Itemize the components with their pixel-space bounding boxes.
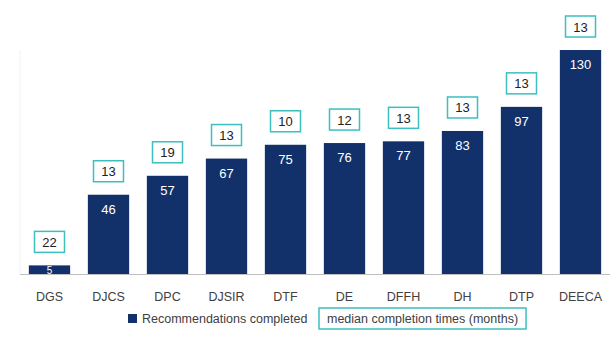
bar [560, 50, 601, 274]
category-label: DTF [273, 290, 298, 304]
median-box [507, 73, 537, 94]
data-label: 83 [455, 138, 469, 153]
legend-label: median completion times (months) [327, 312, 518, 326]
data-label: 97 [514, 114, 528, 129]
data-label: 130 [570, 57, 592, 72]
bar [147, 176, 188, 274]
median-box [566, 16, 596, 37]
bar [442, 131, 483, 274]
category-label: DH [453, 290, 471, 304]
data-label: 76 [337, 150, 351, 165]
chart-svg: 5465767757677839713022131913101213131313… [0, 0, 610, 339]
median-box [448, 97, 478, 118]
category-label: DJCS [92, 290, 125, 304]
median-label: 13 [514, 76, 528, 91]
category-label: DE [336, 290, 353, 304]
data-label: 77 [396, 148, 410, 163]
median-label: 13 [573, 20, 587, 35]
legend-box [319, 308, 526, 329]
median-box [330, 109, 360, 130]
median-box [153, 142, 183, 163]
median-label: 22 [42, 235, 56, 250]
bar [324, 143, 365, 274]
bars [29, 50, 601, 274]
bar [383, 141, 424, 274]
median-label: 13 [396, 111, 410, 126]
median-label: 10 [278, 114, 292, 129]
data-label: 57 [160, 183, 174, 198]
labels: 5465767757677839713022131913101213131313 [35, 16, 596, 276]
median-box [94, 161, 124, 182]
median-box [271, 111, 301, 132]
median-box [35, 231, 65, 252]
median-label: 19 [160, 145, 174, 160]
bar [206, 159, 247, 274]
median-label: 13 [219, 128, 233, 143]
bar [501, 107, 542, 274]
category-label: DTP [509, 290, 534, 304]
median-label: 12 [337, 113, 351, 128]
median-label: 13 [101, 164, 115, 179]
category-label: DEECA [559, 290, 603, 304]
bar [265, 145, 306, 274]
median-box [212, 125, 242, 146]
median-label: 13 [455, 100, 469, 115]
x-axis-line [20, 274, 610, 275]
category-label: DGS [36, 290, 63, 304]
data-label: 46 [101, 202, 115, 217]
category-label: DJSIR [208, 290, 244, 304]
category-label: DPC [154, 290, 180, 304]
category-label: DFFH [387, 290, 420, 304]
legend: Recommendations completed median completi… [128, 308, 526, 329]
y-axis-line [20, 50, 21, 274]
bar [88, 195, 129, 274]
legend-swatch [128, 314, 137, 323]
chart-container: 5465767757677839713022131913101213131313… [0, 0, 610, 339]
median-box [389, 107, 419, 128]
legend-label: Recommendations completed [142, 312, 307, 326]
data-label: 67 [219, 166, 233, 181]
data-label: 75 [278, 152, 292, 167]
